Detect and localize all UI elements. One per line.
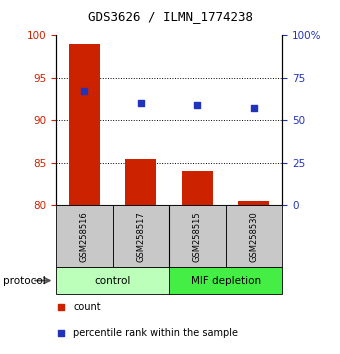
Text: GSM258530: GSM258530	[250, 211, 258, 262]
Point	[58, 330, 63, 336]
Point	[58, 305, 63, 310]
Text: MIF depletion: MIF depletion	[191, 275, 261, 286]
Bar	[169, 205, 226, 267]
Point	[195, 102, 200, 108]
Text: GSM258516: GSM258516	[80, 211, 89, 262]
Point	[138, 101, 143, 106]
Point	[251, 105, 257, 111]
Text: GSM258515: GSM258515	[193, 211, 202, 262]
Bar	[56, 267, 169, 294]
Text: control: control	[95, 275, 131, 286]
Bar	[69, 44, 100, 205]
Text: GSM258517: GSM258517	[136, 211, 146, 262]
Bar	[226, 205, 282, 267]
Bar	[125, 159, 156, 205]
Text: percentile rank within the sample: percentile rank within the sample	[73, 328, 238, 338]
Text: count: count	[73, 302, 101, 313]
Bar	[56, 205, 113, 267]
Bar	[238, 201, 270, 205]
Text: protocol: protocol	[3, 275, 46, 286]
Text: GDS3626 / ILMN_1774238: GDS3626 / ILMN_1774238	[87, 10, 253, 23]
Bar	[182, 171, 213, 205]
Bar	[169, 267, 282, 294]
Bar	[113, 205, 169, 267]
Point	[82, 88, 87, 94]
